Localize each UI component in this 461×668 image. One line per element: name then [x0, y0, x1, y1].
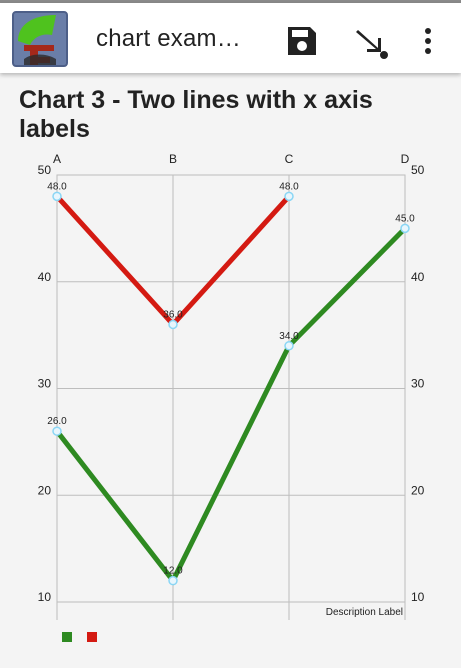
x-tick-label: C [285, 152, 294, 166]
app-title: chart exam… [96, 25, 241, 52]
y-tick-label-left: 30 [38, 377, 52, 391]
y-tick-label-left: 50 [38, 163, 52, 177]
more-vert-icon [425, 28, 431, 54]
y-tick-label-right: 50 [411, 163, 425, 177]
app-bar: chart exam… [0, 3, 461, 73]
y-tick-label-right: 40 [411, 270, 425, 284]
description-label: Description Label [326, 607, 403, 618]
data-label: 34.0 [279, 331, 299, 342]
save-button[interactable] [282, 21, 322, 61]
app-logo-icon[interactable] [12, 11, 68, 67]
more-options-button[interactable] [412, 21, 444, 61]
y-tick-label-right: 20 [411, 483, 425, 497]
y-tick-label-right: 10 [411, 590, 425, 604]
data-label: 48.0 [279, 181, 299, 192]
x-tick-label: D [401, 152, 410, 166]
arrow-down-right-icon [356, 30, 388, 59]
data-point [168, 319, 178, 330]
data-label: 45.0 [395, 213, 415, 224]
data-point [52, 191, 62, 202]
y-tick-label-right: 30 [411, 377, 425, 391]
page-title: Chart 3 - Two lines with x axis labels [19, 86, 373, 143]
y-tick-label-left: 10 [38, 590, 52, 604]
legend-swatch [62, 632, 72, 642]
data-point [52, 426, 62, 436]
data-label: 26.0 [47, 416, 67, 427]
legend-swatch [87, 632, 97, 642]
x-tick-label: B [169, 152, 177, 166]
data-point [400, 223, 410, 234]
status-bar-edge [0, 0, 461, 3]
export-button[interactable] [350, 21, 390, 61]
data-point [284, 191, 294, 202]
save-icon [288, 27, 316, 55]
data-point [284, 341, 294, 351]
y-tick-label-left: 20 [38, 483, 52, 497]
x-tick-label: A [53, 152, 61, 166]
data-label: 36.0 [163, 309, 183, 320]
y-tick-label-left: 40 [38, 270, 52, 284]
data-label: 48.0 [47, 181, 67, 192]
data-label: 12.0 [163, 566, 183, 577]
data-point [168, 575, 178, 586]
series-line-1 [55, 226, 407, 586]
